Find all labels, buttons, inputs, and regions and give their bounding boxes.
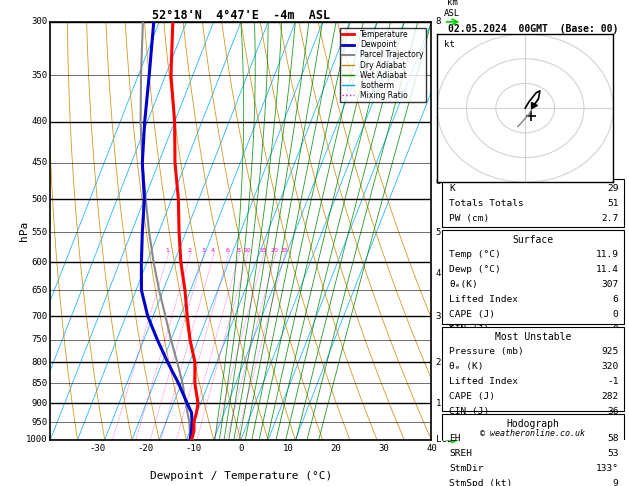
Legend: Temperature, Dewpoint, Parcel Trajectory, Dry Adiabat, Wet Adiabat, Isotherm, Mi: Temperature, Dewpoint, Parcel Trajectory… [340,28,426,102]
Text: K: K [449,184,455,192]
Text: 36: 36 [607,407,618,416]
Text: StmDir: StmDir [449,464,484,473]
Text: LCL: LCL [436,435,452,444]
Text: 307: 307 [601,280,618,289]
FancyBboxPatch shape [442,179,624,226]
Text: Dewp (°C): Dewp (°C) [449,265,501,274]
Text: PW (cm): PW (cm) [449,214,489,223]
Text: θₑ (K): θₑ (K) [449,362,484,371]
Text: 3: 3 [201,248,205,253]
Text: 700: 700 [31,312,48,320]
Text: Totals Totals: Totals Totals [449,199,524,208]
Text: 500: 500 [31,195,48,204]
Text: Hodograph: Hodograph [506,419,559,429]
Title: 52°18'N  4°47'E  -4m  ASL: 52°18'N 4°47'E -4m ASL [152,9,330,22]
Text: 925: 925 [601,347,618,356]
Text: 950: 950 [31,417,48,427]
Text: 15: 15 [259,248,267,253]
Text: 550: 550 [31,228,48,237]
Text: 2: 2 [436,358,441,367]
Text: 10: 10 [243,248,251,253]
Text: 320: 320 [601,362,618,371]
Text: 850: 850 [31,379,48,388]
Text: 4: 4 [436,269,441,278]
Text: Mixing Ratio (g/kg): Mixing Ratio (g/kg) [448,250,457,337]
FancyBboxPatch shape [442,328,624,411]
Text: 40: 40 [426,444,437,453]
Text: 20: 20 [331,444,342,453]
Text: θₑ(K): θₑ(K) [449,280,478,289]
FancyBboxPatch shape [442,230,624,324]
Text: 58: 58 [607,434,618,443]
Text: 30: 30 [379,444,389,453]
Text: 02.05.2024  00GMT  (Base: 00): 02.05.2024 00GMT (Base: 00) [448,24,618,34]
Text: -10: -10 [185,444,201,453]
Text: 350: 350 [31,71,48,80]
Text: km
ASL: km ASL [444,0,460,17]
Text: Temp (°C): Temp (°C) [449,250,501,259]
Text: 300: 300 [31,17,48,26]
Text: 1000: 1000 [26,435,48,444]
Text: 11.9: 11.9 [596,250,618,259]
Text: 0: 0 [613,310,618,319]
Text: 6: 6 [436,177,441,186]
Text: 53: 53 [607,449,618,458]
Text: 1: 1 [436,399,441,408]
Text: 4: 4 [211,248,215,253]
Text: 1: 1 [165,248,169,253]
Text: 2.7: 2.7 [601,214,618,223]
Text: 8: 8 [436,17,441,26]
Text: hPa: hPa [19,221,29,241]
Text: 6: 6 [613,295,618,304]
Text: 600: 600 [31,258,48,267]
Text: Surface: Surface [513,235,554,245]
Text: 20: 20 [271,248,279,253]
Text: -1: -1 [607,377,618,386]
Text: 0: 0 [238,444,243,453]
Text: 900: 900 [31,399,48,408]
Text: -30: -30 [90,444,106,453]
Text: SREH: SREH [449,449,472,458]
Text: CAPE (J): CAPE (J) [449,392,495,401]
Text: 650: 650 [31,286,48,295]
Text: Most Unstable: Most Unstable [495,332,571,343]
Text: 25: 25 [280,248,288,253]
Text: Lifted Index: Lifted Index [449,295,518,304]
Text: 10: 10 [283,444,294,453]
Text: Dewpoint / Temperature (°C): Dewpoint / Temperature (°C) [150,471,332,481]
FancyBboxPatch shape [442,415,624,486]
Text: 2: 2 [187,248,191,253]
Text: 0: 0 [613,325,618,334]
Text: © weatheronline.co.uk: © weatheronline.co.uk [481,429,586,438]
Text: kt: kt [445,40,455,49]
Text: 133°: 133° [596,464,618,473]
Text: 450: 450 [31,158,48,167]
Text: 282: 282 [601,392,618,401]
Text: 7: 7 [436,117,441,126]
Text: 6: 6 [226,248,230,253]
Text: 51: 51 [607,199,618,208]
Text: CAPE (J): CAPE (J) [449,310,495,319]
Text: 9: 9 [613,479,618,486]
Text: 5: 5 [436,228,441,237]
Text: Lifted Index: Lifted Index [449,377,518,386]
Text: StmSpd (kt): StmSpd (kt) [449,479,513,486]
Text: 29: 29 [607,184,618,192]
Text: 750: 750 [31,335,48,345]
Text: 8: 8 [237,248,240,253]
Text: 3: 3 [436,312,441,320]
Text: CIN (J): CIN (J) [449,407,489,416]
Text: -20: -20 [138,444,153,453]
Text: 400: 400 [31,117,48,126]
Text: Pressure (mb): Pressure (mb) [449,347,524,356]
Text: CIN (J): CIN (J) [449,325,489,334]
Text: EH: EH [449,434,460,443]
Text: 11.4: 11.4 [596,265,618,274]
Text: 800: 800 [31,358,48,367]
